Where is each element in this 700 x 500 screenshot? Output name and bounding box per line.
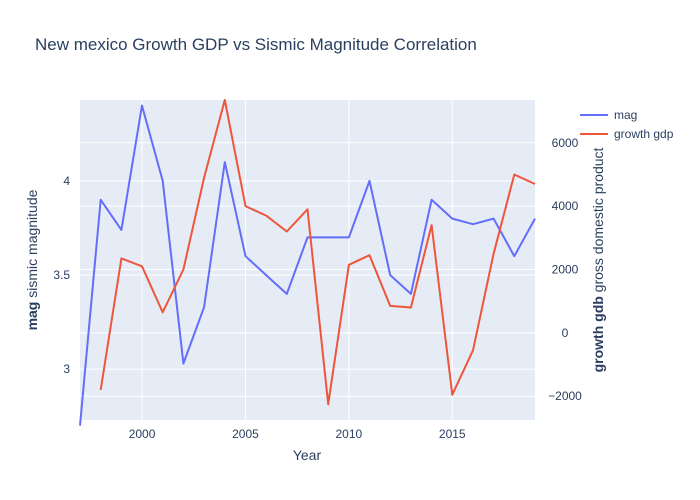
right-y-tick-label: 6000 bbox=[552, 136, 579, 150]
left-y-axis-title-rest: sismic magnitude bbox=[24, 189, 40, 301]
legend-item-1[interactable]: growth gdp bbox=[580, 127, 674, 141]
chart-title: New mexico Growth GDP vs Sismic Magnitud… bbox=[35, 35, 477, 54]
right-y-axis-title-bold: growth gdb bbox=[590, 296, 606, 372]
legend[interactable]: mag growth gdp bbox=[580, 108, 674, 141]
x-tick-labels: 2000 2005 2010 2015 bbox=[129, 427, 466, 441]
left-y-axis-title: mag sismic magnitude bbox=[24, 189, 40, 330]
x-tick-label: 2000 bbox=[129, 427, 156, 441]
left-y-tick-label: 3.5 bbox=[53, 268, 70, 282]
legend-item-0[interactable]: mag bbox=[580, 108, 637, 122]
left-y-axis-title-bold: mag bbox=[24, 302, 40, 331]
x-tick-label: 2015 bbox=[439, 427, 466, 441]
legend-label: mag bbox=[614, 108, 637, 122]
right-y-tick-label: −2000 bbox=[548, 389, 582, 403]
right-y-axis-title-rest: gross domestic product bbox=[590, 147, 606, 296]
left-y-tick-labels: 33.54 bbox=[53, 174, 70, 376]
right-y-tick-label: 2000 bbox=[552, 263, 579, 277]
right-y-tick-labels: −2000 0 2000 4000 6000 bbox=[548, 136, 582, 403]
plot-area bbox=[80, 100, 535, 420]
right-y-tick-label: 4000 bbox=[552, 199, 579, 213]
series-lines bbox=[79, 99, 536, 426]
x-tick-label: 2005 bbox=[232, 427, 259, 441]
grid-lines bbox=[80, 100, 535, 420]
x-tick-label: 2010 bbox=[336, 427, 363, 441]
right-y-axis-title: growth gdb gross domestic product bbox=[590, 147, 606, 372]
x-axis-title: Year bbox=[293, 447, 322, 463]
left-y-tick-label: 4 bbox=[63, 174, 70, 188]
legend-label: growth gdp bbox=[614, 127, 674, 141]
left-y-tick-label: 3 bbox=[63, 362, 70, 376]
right-y-tick-label: 0 bbox=[562, 326, 569, 340]
series-line-1 bbox=[99, 99, 536, 406]
series-line-0 bbox=[79, 104, 536, 426]
